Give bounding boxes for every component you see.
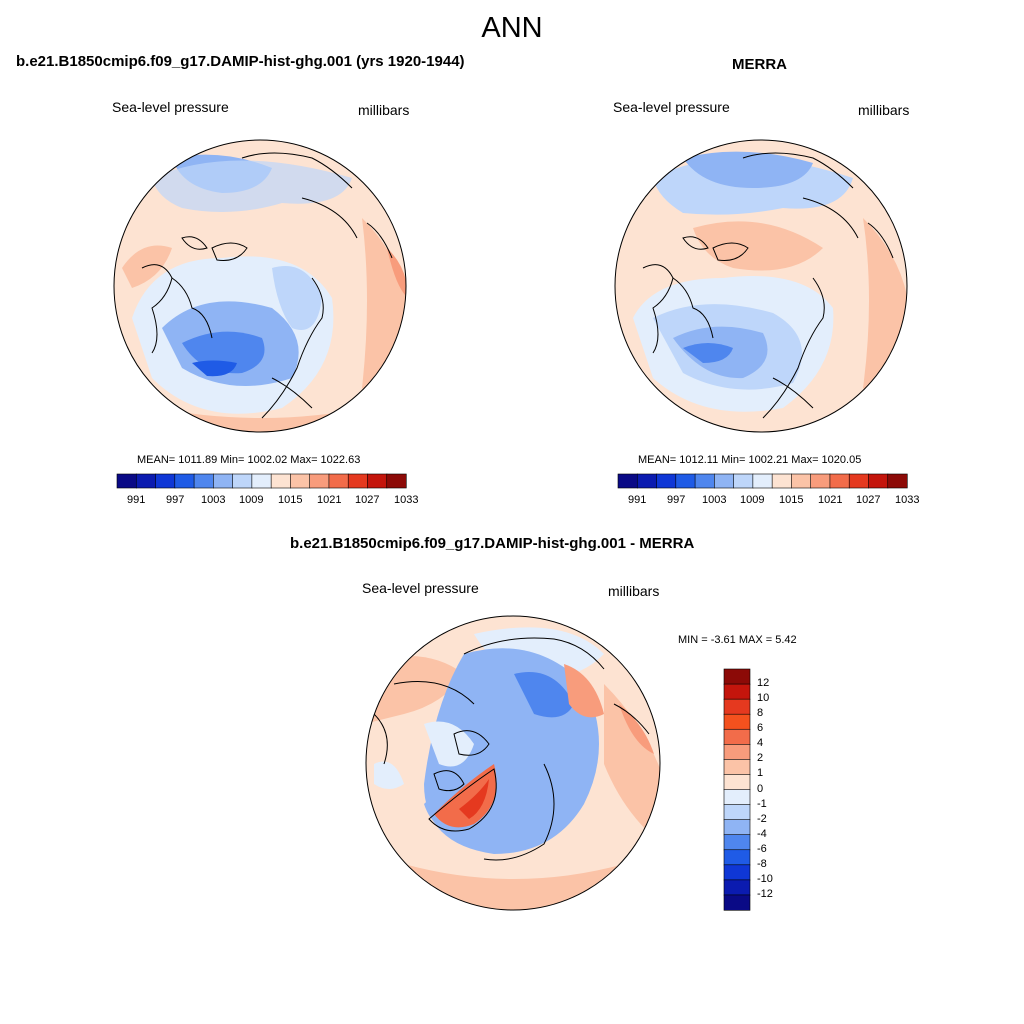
- colorbar-tick-label: 997: [166, 494, 185, 506]
- colorbar-tick-label: 991: [628, 494, 647, 506]
- colorbar-box: [723, 894, 751, 911]
- colorbar-box: [723, 879, 751, 896]
- colorbar-tick-label: 1015: [278, 494, 303, 506]
- panel-2-polar-map: [614, 139, 908, 433]
- panel-2-stats: MEAN= 1012.11 Min= 1002.21 Max= 1020.05: [638, 454, 862, 466]
- colorbar-tick-label: 2: [757, 752, 764, 764]
- colorbar-box: [714, 473, 735, 489]
- colorbar-box: [617, 473, 638, 489]
- colorbar-box: [174, 473, 195, 489]
- colorbar-tick-label: 1003: [702, 494, 727, 506]
- colorbar-box: [723, 864, 751, 881]
- panel-3-colorbar: [723, 668, 751, 911]
- colorbar-tick-label: 1033: [394, 494, 419, 506]
- colorbar-tick-label: -10: [757, 873, 773, 885]
- colorbar-tick-label: 10: [757, 692, 770, 704]
- panel-1-colorbar: [116, 473, 407, 489]
- colorbar-box: [810, 473, 831, 489]
- colorbar-box: [694, 473, 715, 489]
- colorbar-tick-label: 1027: [355, 494, 380, 506]
- colorbar-box: [868, 473, 889, 489]
- colorbar-box: [791, 473, 812, 489]
- colorbar-box: [723, 683, 751, 700]
- colorbar-box: [213, 473, 234, 489]
- colorbar-tick-label: -4: [757, 828, 767, 840]
- colorbar-tick-label: 1027: [856, 494, 881, 506]
- colorbar-box: [829, 473, 850, 489]
- colorbar-tick-label: 1021: [317, 494, 342, 506]
- colorbar-tick-label: -2: [757, 813, 767, 825]
- colorbar-box: [347, 473, 369, 489]
- colorbar-tick-label: -12: [757, 888, 773, 900]
- panel-1-polar-map: [113, 139, 407, 433]
- colorbar-box: [309, 473, 330, 489]
- colorbar-box: [723, 849, 751, 866]
- colorbar-box: [135, 473, 157, 489]
- colorbar-box: [752, 473, 773, 489]
- colorbar-box: [723, 804, 751, 821]
- panel-2-variable-label: Sea-level pressure: [613, 99, 730, 115]
- panel-1-title: b.e21.B1850cmip6.f09_g17.DAMIP-hist-ghg.…: [16, 53, 465, 70]
- colorbar-tick-label: 1009: [740, 494, 765, 506]
- colorbar-box: [723, 668, 751, 685]
- colorbar-tick-label: -6: [757, 843, 767, 855]
- colorbar-box: [723, 759, 751, 776]
- colorbar-box: [193, 473, 214, 489]
- figure-title: ANN: [481, 12, 543, 44]
- colorbar-tick-label: -1: [757, 798, 767, 810]
- colorbar-box: [290, 473, 311, 489]
- colorbar-tick-label: 997: [667, 494, 686, 506]
- colorbar-tick-label: 1009: [239, 494, 264, 506]
- colorbar-box: [270, 473, 292, 489]
- panel-3-variable-label: Sea-level pressure: [362, 580, 479, 596]
- colorbar-tick-label: -8: [757, 858, 767, 870]
- colorbar-tick-label: 4: [757, 737, 764, 749]
- colorbar-tick-label: 1015: [779, 494, 804, 506]
- colorbar-box: [723, 819, 751, 836]
- colorbar-box: [155, 473, 176, 489]
- panel-2-title: MERRA: [732, 56, 787, 73]
- colorbar-tick-label: 991: [127, 494, 146, 506]
- colorbar-box: [636, 473, 658, 489]
- colorbar-box: [723, 728, 751, 745]
- colorbar-box: [771, 473, 793, 489]
- colorbar-tick-label: 1: [757, 767, 764, 779]
- colorbar-box: [733, 473, 754, 489]
- colorbar-tick-label: 1003: [201, 494, 226, 506]
- panel-3-title: b.e21.B1850cmip6.f09_g17.DAMIP-hist-ghg.…: [290, 535, 695, 552]
- colorbar-tick-label: 1021: [818, 494, 843, 506]
- colorbar-box: [675, 473, 696, 489]
- colorbar-box: [887, 473, 908, 489]
- colorbar-box: [656, 473, 677, 489]
- colorbar-box: [723, 789, 751, 806]
- colorbar-box: [723, 774, 751, 791]
- colorbar-box: [116, 473, 137, 489]
- panel-3-stats: MIN = -3.61 MAX = 5.42: [678, 634, 797, 646]
- colorbar-tick-label: 0: [757, 783, 764, 795]
- panel-1-stats: MEAN= 1011.89 Min= 1002.02 Max= 1022.63: [137, 454, 361, 466]
- colorbar-box: [328, 473, 349, 489]
- colorbar-tick-label: 12: [757, 677, 770, 689]
- colorbar-box: [232, 473, 253, 489]
- panel-2-colorbar: [617, 473, 908, 489]
- colorbar-tick-label: 1033: [895, 494, 920, 506]
- colorbar-box: [848, 473, 870, 489]
- colorbar-box: [723, 698, 751, 715]
- panel-1-variable-label: Sea-level pressure: [112, 99, 229, 115]
- colorbar-box: [251, 473, 272, 489]
- colorbar-box: [723, 834, 751, 851]
- colorbar-tick-label: 6: [757, 722, 764, 734]
- colorbar-box: [386, 473, 407, 489]
- colorbar-box: [367, 473, 388, 489]
- colorbar-box: [723, 713, 751, 730]
- colorbar-tick-label: 8: [757, 707, 764, 719]
- colorbar-box: [723, 744, 751, 760]
- panel-2-units-label: millibars: [858, 102, 910, 118]
- panel-3-polar-map: [365, 615, 661, 911]
- panel-1-units-label: millibars: [358, 102, 410, 118]
- panel-3-units-label: millibars: [608, 583, 660, 599]
